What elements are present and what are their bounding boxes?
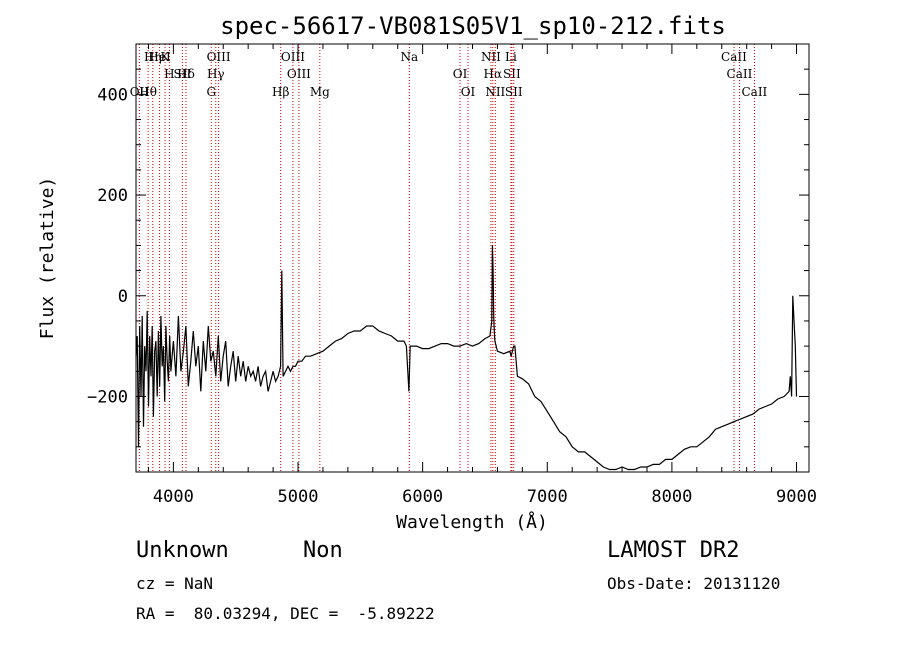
x-axis-label: Wavelength (Å) xyxy=(396,511,548,533)
spectral-line-label: Mg xyxy=(310,85,330,99)
x-tick-label: 4000 xyxy=(153,487,194,507)
y-tick-label: 0 xyxy=(118,287,128,307)
y-tick-label: −200 xyxy=(87,387,128,407)
x-tick-label: 7000 xyxy=(527,487,568,507)
x-tick-label: 8000 xyxy=(651,487,692,507)
spectral-line-label: CaII xyxy=(721,50,747,64)
survey-name: LAMOST DR2 xyxy=(607,538,740,563)
spectral-line-label: Hβ xyxy=(272,85,289,99)
spectral-line-label: SII xyxy=(505,85,523,99)
object-class: Unknown xyxy=(136,538,229,563)
spectral-line-label: Hθ xyxy=(139,85,157,99)
spectral-line-label: Na xyxy=(400,50,418,64)
spectral-line-label: HeI xyxy=(148,50,171,64)
spectral-line-label: CaII xyxy=(727,67,753,81)
spectral-line-label: Hα xyxy=(484,67,503,81)
spectral-line-label: Hδ xyxy=(177,67,195,81)
spectral-line-label: CaII xyxy=(741,85,767,99)
spectrum-line xyxy=(135,245,798,471)
spectrum-series xyxy=(135,245,798,471)
spectral-line-label: OI xyxy=(461,85,476,99)
spectral-line-label: OIII xyxy=(207,50,231,64)
spectral-line-label: Hγ xyxy=(207,67,225,81)
y-axis-label: Flux (relative) xyxy=(37,177,58,340)
y-tick-label: 200 xyxy=(97,186,128,206)
y-tick-label: 400 xyxy=(97,85,128,105)
y-axis: −200 0 200 400 xyxy=(87,43,809,473)
x-tick-label: 6000 xyxy=(402,487,443,507)
spectral-line-label: OIII xyxy=(287,67,311,81)
redshift-cz: cz = NaN xyxy=(136,574,214,593)
x-tick-label: 9000 xyxy=(776,487,817,507)
chart-title: spec-56617-VB081S05V1_sp10-212.fits xyxy=(220,12,726,40)
spectral-line-label: SII xyxy=(503,67,521,81)
spectral-line-label: NII xyxy=(481,50,501,64)
plot-frame xyxy=(135,43,810,473)
ra-dec-coordinates: RA = 80.03294, DEC = -5.89222 xyxy=(136,604,435,623)
x-axis: 4000 5000 6000 7000 8000 9000 xyxy=(147,44,817,507)
spectral-line-label: H xyxy=(164,67,174,81)
object-subclass: Non xyxy=(303,538,343,563)
spectral-line-label: OI xyxy=(453,67,468,81)
spectral-line-label: SII xyxy=(174,67,192,81)
spectral-line-label: K xyxy=(161,50,171,64)
spectral-line-markers: HηHHθKHδOIIHeISIIGOIIIHγHβOIIIOIIIMgNaOI… xyxy=(130,44,768,472)
x-tick-label: 5000 xyxy=(278,487,319,507)
spectral-line-label: OII xyxy=(130,85,150,99)
spectral-line-label: OIII xyxy=(281,50,305,64)
observation-date: Obs-Date: 20131120 xyxy=(607,574,781,593)
spectral-line-label: Li xyxy=(505,50,517,64)
spectral-line-label: NII xyxy=(485,85,505,99)
spectral-line-label: G xyxy=(206,85,216,99)
